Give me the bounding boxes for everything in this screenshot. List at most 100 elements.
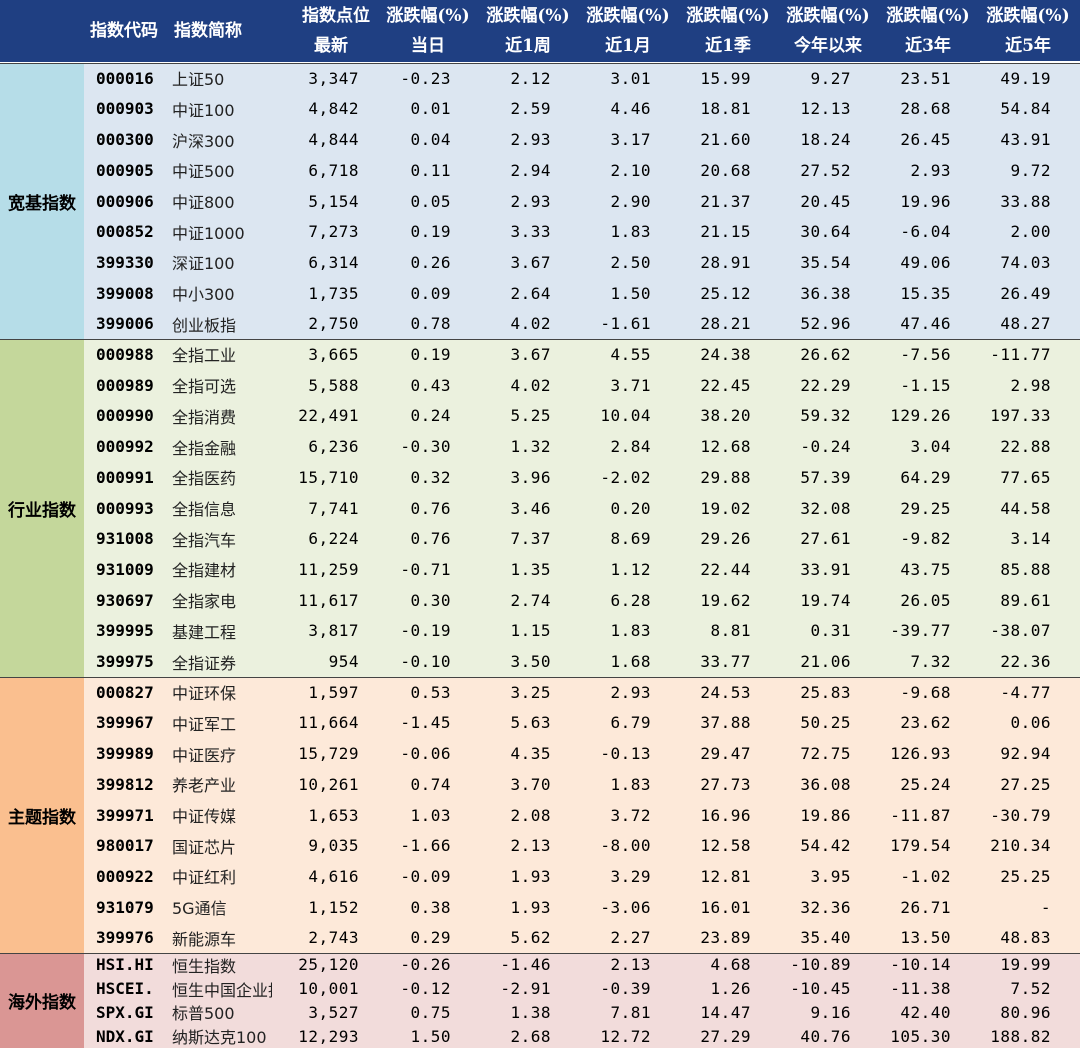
cell-latest: 3,665 [308,344,359,364]
cell-ytd: -10.45 [790,979,851,999]
section-label: 行业指数 [0,339,84,677]
cell-week: 2.74 [510,590,551,610]
section-broad-index: 宽基指数 000016 上证50 3,347 -0.23 2.12 3.01 15.99 9.2… [0,63,1080,339]
header-col-5y-bottom: 近5年 [1005,36,1051,56]
cell-name: 沪深300 [172,131,235,151]
cell-name: 中证医疗 [172,745,237,765]
cell-5y: 92.94 [1000,744,1051,764]
cell-3y: 105.30 [890,1026,951,1046]
cell-day: 1.03 [410,805,451,825]
cell-5y: 85.88 [1000,559,1051,579]
cell-code: 399995 [96,621,154,641]
table-row: 000991 全指医药 15,710 0.32 3.96 -2.02 29.88 57.39 6… [84,462,1080,493]
cell-3y: 126.93 [890,744,951,764]
cell-quarter: 28.21 [700,314,751,334]
cell-code: 399975 [96,652,154,672]
cell-latest: 3,817 [308,621,359,641]
cell-code: 399967 [96,713,154,733]
cell-day: 0.01 [410,99,451,119]
cell-3y: 26.05 [900,590,951,610]
cell-month: 1.83 [610,222,651,242]
cell-ytd: -10.89 [790,955,851,975]
cell-day: 0.24 [410,406,451,426]
cell-latest: 2,743 [308,928,359,948]
cell-name: 深证100 [172,254,235,274]
cell-3y: -10.14 [890,955,951,975]
cell-month: 3.71 [610,375,651,395]
cell-3y: 23.62 [900,713,951,733]
cell-5y: 3.14 [1010,529,1051,549]
cell-5y: 0.06 [1010,713,1051,733]
cell-code: 000922 [96,866,154,886]
cell-3y: -1.02 [900,866,951,886]
table-row: 000903 中证100 4,842 0.01 2.59 4.46 18.81 12.13 28… [84,94,1080,125]
section-body: 000016 上证50 3,347 -0.23 2.12 3.01 15.99 9.27 23.… [84,63,1080,339]
cell-3y: 26.45 [900,130,951,150]
cell-quarter: 38.20 [700,406,751,426]
cell-3y: -7.56 [900,344,951,364]
cell-week: -2.91 [500,979,551,999]
cell-name: 中证100 [172,100,235,120]
cell-latest: 1,735 [308,283,359,303]
cell-month: -8.00 [600,836,651,856]
cell-week: 3.67 [510,252,551,272]
cell-name: 全指证券 [172,653,237,673]
cell-code: 000991 [96,467,154,487]
cell-code: SPX.GI [96,1002,154,1022]
cell-name: 中证红利 [172,868,237,888]
cell-ytd: 20.45 [800,191,851,211]
cell-week: 3.67 [510,344,551,364]
cell-latest: 1,597 [308,682,359,702]
cell-quarter: 12.81 [700,866,751,886]
cell-5y: -11.77 [990,344,1051,364]
cell-name: 标普500 [172,1004,235,1024]
cell-5y: 54.84 [1000,99,1051,119]
cell-day: 0.11 [410,160,451,180]
cell-code: 931008 [96,529,154,549]
cell-5y: -4.77 [1000,682,1051,702]
table-row: 000993 全指信息 7,741 0.76 3.46 0.20 19.02 32.08 29.… [84,493,1080,524]
cell-latest: 12,293 [298,1026,359,1046]
cell-code: 000990 [96,406,154,426]
cell-ytd: 3.95 [810,866,851,886]
cell-name: 养老产业 [172,776,237,796]
header-col-quarter-bottom: 近1季 [705,36,751,56]
cell-5y: 188.82 [990,1026,1051,1046]
table-row: 000300 沪深300 4,844 0.04 2.93 3.17 21.60 18.24 26… [84,124,1080,155]
cell-week: 2.13 [510,836,551,856]
header-code: 指数代码 [90,21,158,41]
cell-5y: 26.49 [1000,283,1051,303]
cell-latest: 954 [328,652,359,672]
cell-week: 4.02 [510,314,551,334]
cell-3y: -6.04 [900,222,951,242]
cell-5y: 22.36 [1000,652,1051,672]
cell-latest: 2,750 [308,314,359,334]
cell-day: 0.26 [410,252,451,272]
cell-ytd: 35.54 [800,252,851,272]
cell-latest: 6,224 [308,529,359,549]
cell-name: 中证军工 [172,714,237,734]
cell-ytd: 50.25 [800,713,851,733]
cell-day: 0.53 [410,682,451,702]
cell-ytd: 40.76 [800,1026,851,1046]
cell-quarter: 25.12 [700,283,751,303]
cell-latest: 6,314 [308,252,359,272]
cell-name: 中证环保 [172,684,237,704]
cell-day: 0.19 [410,222,451,242]
cell-week: 2.93 [510,191,551,211]
header-col-ytd-top: 涨跌幅(%) [786,6,870,26]
cell-day: 0.75 [410,1002,451,1022]
cell-month: 6.79 [610,713,651,733]
cell-quarter: 23.89 [700,928,751,948]
cell-ytd: 9.27 [810,68,851,88]
cell-quarter: 20.68 [700,160,751,180]
cell-5y: 80.96 [1000,1002,1051,1022]
cell-latest: 7,273 [308,222,359,242]
cell-month: 3.01 [610,68,651,88]
cell-code: 000016 [96,68,154,88]
section-overseas-index: 海外指数 HSI.HI 恒生指数 25,120 -0.26 -1.46 2.13 4.68 -1… [0,953,1080,1048]
cell-month: 1.12 [610,559,651,579]
cell-quarter: 37.88 [700,713,751,733]
cell-3y: -39.77 [890,621,951,641]
table-row: 980017 国证芯片 9,035 -1.66 2.13 -8.00 12.58 54.42 1… [84,830,1080,861]
